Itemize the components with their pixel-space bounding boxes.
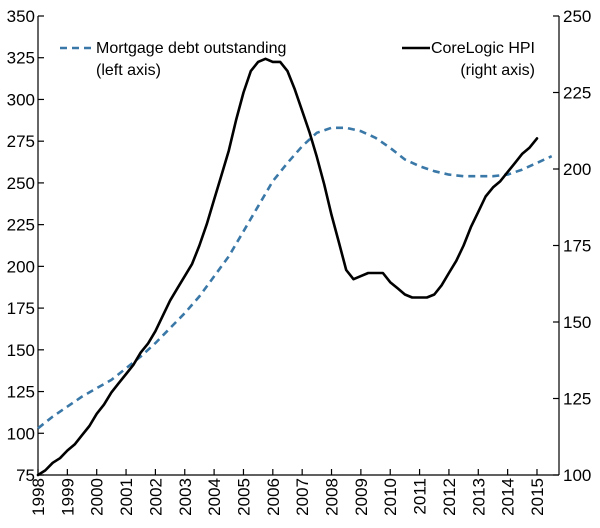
x-tick-label: 1999 — [58, 478, 77, 516]
left-axis-ticks: 75 100 125 150 175 200 225 250 275 300 325 350 — [7, 7, 44, 485]
left-tick-label: 250 — [7, 174, 35, 193]
left-tick-label: 150 — [7, 341, 35, 360]
x-tick-label: 2006 — [264, 478, 283, 516]
left-tick-label: 75 — [16, 466, 35, 485]
legend-label-mortgage-debt: Mortgage debt outstanding — [96, 40, 286, 57]
left-tick-label: 125 — [7, 383, 35, 402]
x-tick-label: 2001 — [117, 478, 136, 516]
series-line-corelogic-hpi — [36, 57, 539, 477]
x-tick-label: 2002 — [146, 478, 165, 516]
x-tick-label: 2004 — [205, 478, 224, 516]
legend-sublabel-corelogic-hpi: (right axis) — [460, 62, 535, 79]
x-tick-label: 2011 — [411, 478, 430, 515]
x-tick-label: 2005 — [234, 478, 253, 516]
right-tick-label: 100 — [563, 466, 591, 485]
legend: Mortgage debt outstanding (left axis) Co… — [60, 40, 535, 79]
left-tick-label: 175 — [7, 299, 35, 318]
left-tick-label: 325 — [7, 49, 35, 68]
x-tick-label: 2000 — [88, 478, 107, 516]
x-tick-label: 2009 — [352, 478, 371, 516]
x-axis-ticks: 1998 1999 2000 2001 2002 2003 2004 2005 2006 2007… — [29, 469, 547, 516]
left-tick-label: 350 — [7, 7, 35, 26]
legend-label-corelogic-hpi: CoreLogic HPI — [431, 40, 535, 57]
right-tick-label: 150 — [563, 313, 591, 332]
x-tick-label: 2012 — [440, 478, 459, 516]
legend-sublabel-mortgage-debt: (left axis) — [96, 62, 161, 79]
right-tick-label: 175 — [563, 237, 591, 256]
x-tick-label: 2014 — [499, 478, 518, 516]
x-tick-label: 2008 — [323, 478, 342, 516]
x-tick-label: 2013 — [469, 478, 488, 516]
x-tick-label: 2015 — [528, 478, 547, 516]
x-tick-label: 2007 — [293, 478, 312, 516]
left-tick-label: 275 — [7, 132, 35, 151]
left-tick-label: 100 — [7, 424, 35, 443]
left-tick-label: 200 — [7, 257, 35, 276]
left-tick-label: 225 — [7, 216, 35, 235]
right-axis-ticks: 100 125 150 175 200 225 250 — [553, 7, 591, 485]
x-tick-label: 2003 — [176, 478, 195, 516]
right-tick-label: 125 — [563, 390, 591, 409]
series-layer — [36, 57, 553, 477]
right-tick-label: 225 — [563, 84, 591, 103]
right-tick-label: 250 — [563, 7, 591, 26]
plot-frame — [37, 16, 560, 476]
left-tick-label: 300 — [7, 90, 35, 109]
series-line-mortgage-debt-outstanding — [37, 126, 553, 430]
right-tick-label: 200 — [563, 160, 591, 179]
x-tick-label: 2010 — [381, 478, 400, 516]
x-tick-label: 1998 — [29, 478, 48, 516]
